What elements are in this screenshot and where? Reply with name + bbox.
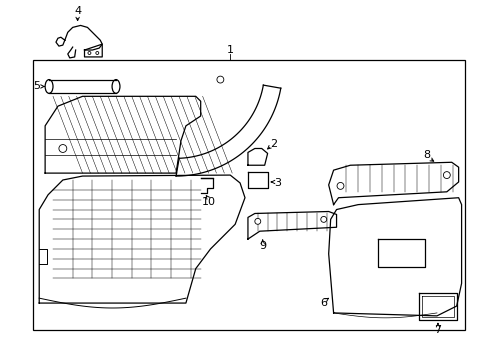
Polygon shape: [328, 162, 458, 204]
Text: 6: 6: [320, 298, 326, 308]
Text: 10: 10: [201, 197, 215, 207]
Ellipse shape: [45, 80, 53, 93]
Circle shape: [217, 76, 224, 83]
Bar: [33, 60, 464, 330]
Polygon shape: [39, 175, 244, 303]
Text: 8: 8: [423, 150, 430, 161]
Ellipse shape: [112, 80, 120, 93]
Circle shape: [320, 216, 326, 222]
Text: 1: 1: [226, 45, 233, 55]
Text: 3: 3: [273, 178, 281, 188]
Circle shape: [88, 51, 91, 54]
Circle shape: [59, 145, 67, 152]
Polygon shape: [45, 96, 200, 173]
Text: 7: 7: [433, 325, 441, 335]
Circle shape: [96, 51, 99, 54]
Text: 4: 4: [74, 6, 81, 15]
Polygon shape: [328, 198, 461, 316]
Circle shape: [443, 172, 449, 179]
Text: 2: 2: [269, 139, 277, 149]
Text: 5: 5: [33, 81, 40, 91]
Circle shape: [336, 183, 343, 189]
Polygon shape: [247, 148, 267, 165]
Text: 9: 9: [259, 241, 266, 251]
Polygon shape: [176, 85, 280, 176]
Circle shape: [254, 219, 260, 224]
Polygon shape: [247, 212, 336, 239]
